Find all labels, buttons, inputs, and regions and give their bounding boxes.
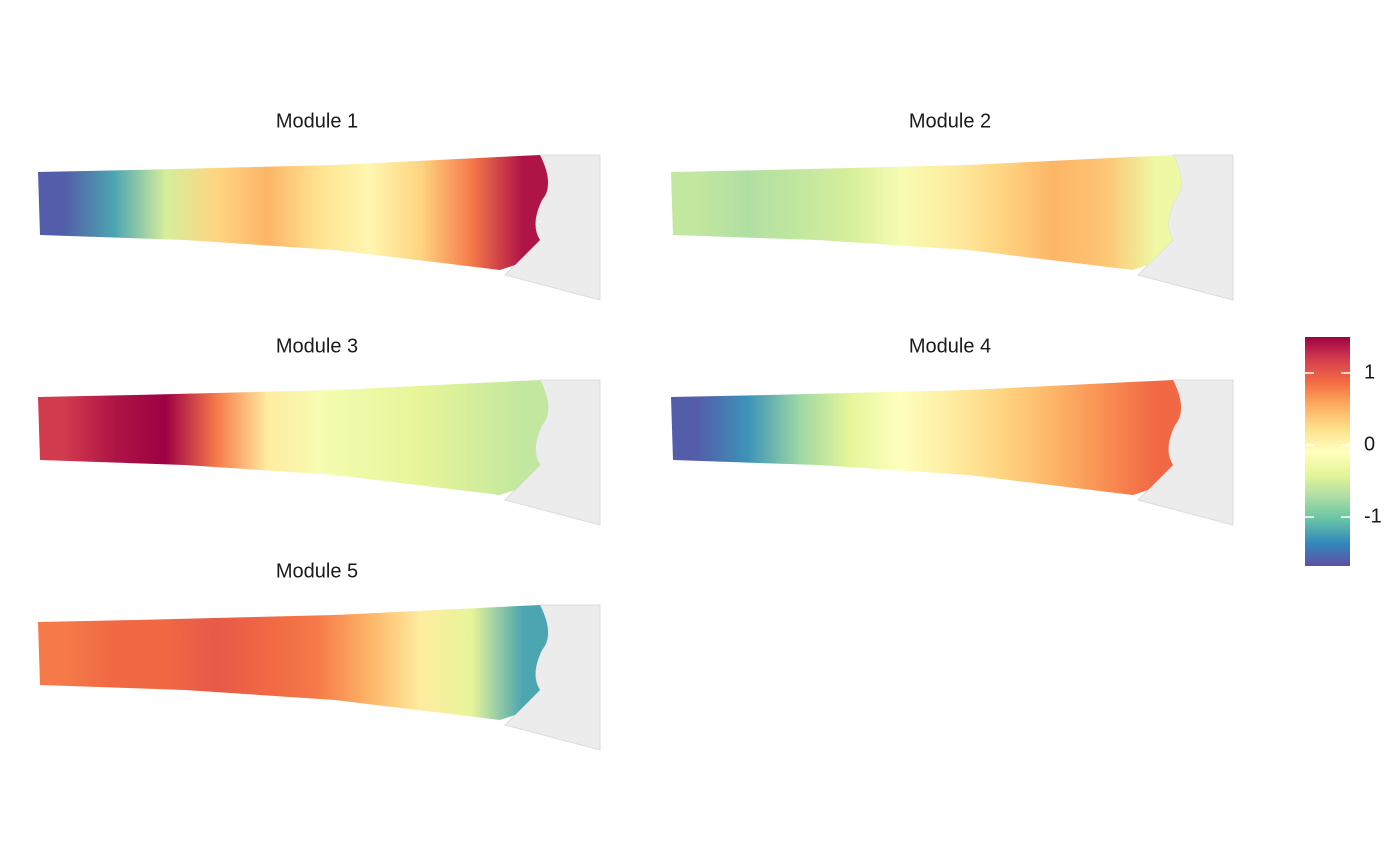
expression-region (1027, 380, 1080, 495)
expression-region (671, 380, 723, 495)
expression-region (292, 155, 345, 270)
expression-region (292, 605, 345, 720)
expression-region (292, 380, 345, 495)
color-bar-label: -1 (1364, 505, 1382, 527)
expression-region (1078, 380, 1131, 495)
expression-region (976, 380, 1029, 495)
tissue (671, 380, 1182, 495)
expression-region (671, 155, 723, 270)
expression-region (343, 380, 396, 495)
panel-title: Module 1 (276, 110, 358, 132)
panel (671, 154, 1234, 301)
expression-region (139, 155, 192, 270)
expression-region (874, 380, 927, 495)
panel-title: Module 5 (276, 560, 358, 582)
tissue (38, 605, 549, 720)
expression-region (241, 605, 294, 720)
expression-region (445, 380, 498, 495)
panel (38, 154, 601, 301)
panel-title: Module 3 (276, 335, 358, 357)
expression-region (823, 380, 876, 495)
panel-title: Module 4 (909, 335, 991, 357)
expression-region (88, 155, 141, 270)
expression-region (139, 605, 192, 720)
expression-region (241, 155, 294, 270)
panel-title: Module 2 (909, 110, 991, 132)
color-bar (1305, 337, 1350, 566)
expression-region (394, 380, 447, 495)
expression-region (139, 380, 192, 495)
panel (671, 379, 1234, 526)
expression-region (772, 380, 825, 495)
expression-region (38, 380, 90, 495)
expression-region (343, 155, 396, 270)
color-bar-label: 1 (1364, 361, 1375, 383)
expression-region (976, 155, 1029, 270)
expression-region (445, 155, 498, 270)
expression-region (925, 155, 978, 270)
tissue (671, 155, 1182, 270)
tissue (38, 155, 549, 270)
expression-region (772, 155, 825, 270)
expression-region (721, 380, 774, 495)
expression-region (925, 380, 978, 495)
panel (38, 604, 601, 751)
tissue (38, 380, 549, 495)
expression-region (88, 605, 141, 720)
expression-region (190, 605, 243, 720)
expression-region (874, 155, 927, 270)
color-bar-label: 0 (1364, 433, 1375, 455)
expression-region (38, 605, 90, 720)
expression-region (88, 380, 141, 495)
expression-region (38, 155, 90, 270)
expression-region (190, 155, 243, 270)
expression-region (394, 605, 447, 720)
expression-region (445, 605, 498, 720)
expression-region (1078, 155, 1131, 270)
panel (38, 379, 601, 526)
expression-region (343, 605, 396, 720)
expression-region (241, 380, 294, 495)
expression-region (1027, 155, 1080, 270)
expression-region (190, 380, 243, 495)
expression-region (721, 155, 774, 270)
expression-region (823, 155, 876, 270)
expression-region (394, 155, 447, 270)
